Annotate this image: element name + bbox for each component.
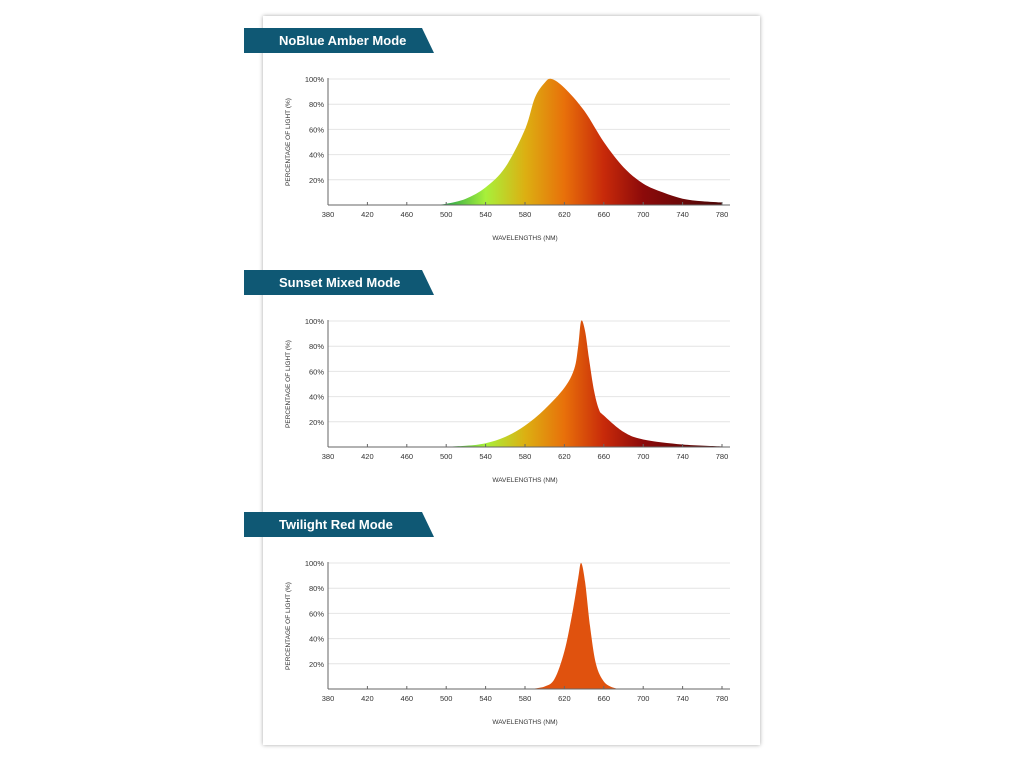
y-tick-label: 100% [305, 75, 325, 84]
x-tick-label: 660 [598, 452, 611, 461]
spectrum-area [436, 320, 722, 447]
x-tick-label: 780 [716, 694, 729, 703]
x-tick-label: 580 [519, 694, 532, 703]
x-tick-label: 500 [440, 452, 453, 461]
y-tick-label: 60% [309, 367, 324, 376]
y-tick-label: 40% [309, 635, 324, 644]
x-axis-label: WAVELENGTHS (NM) [492, 719, 557, 726]
x-tick-label: 540 [479, 452, 492, 461]
x-tick-label: 620 [558, 210, 571, 219]
y-tick-label: 80% [309, 100, 324, 109]
x-tick-label: 740 [676, 210, 689, 219]
y-tick-label: 20% [309, 660, 324, 669]
y-tick-label: 40% [309, 151, 324, 160]
y-axis-label: PERCENTAGE OF LIGHT (%) [285, 98, 292, 186]
spectrum-area [529, 562, 624, 689]
x-tick-label: 540 [479, 694, 492, 703]
x-tick-label: 580 [519, 210, 532, 219]
y-tick-label: 80% [309, 584, 324, 593]
x-tick-label: 540 [479, 210, 492, 219]
x-axis-label: WAVELENGTHS (NM) [492, 477, 557, 484]
y-tick-label: 100% [305, 317, 325, 326]
x-tick-label: 780 [716, 452, 729, 461]
document-page [263, 16, 760, 745]
y-tick-label: 20% [309, 418, 324, 427]
spectrum-area [434, 78, 722, 205]
x-tick-label: 580 [519, 452, 532, 461]
y-tick-label: 20% [309, 176, 324, 185]
y-tick-label: 80% [309, 342, 324, 351]
y-tick-label: 60% [309, 609, 324, 618]
x-tick-label: 700 [637, 210, 650, 219]
x-tick-label: 420 [361, 694, 374, 703]
x-tick-label: 780 [716, 210, 729, 219]
x-tick-label: 460 [401, 694, 414, 703]
x-tick-label: 700 [637, 694, 650, 703]
chart-noblue: 20% 40% 60% 80% 100% 380 420 460 500 540 580 620 660… [285, 75, 730, 242]
x-tick-label: 380 [322, 694, 335, 703]
chart-title-twilight: Twilight Red Mode [244, 512, 434, 537]
x-tick-label: 460 [401, 452, 414, 461]
x-tick-label: 420 [361, 210, 374, 219]
x-tick-label: 740 [676, 694, 689, 703]
y-tick-label: 60% [309, 125, 324, 134]
x-tick-label: 740 [676, 452, 689, 461]
x-tick-label: 380 [322, 210, 335, 219]
chart-twilight: 20% 40% 60% 80% 100% 380 420 460 500 540 580 620 660… [285, 559, 730, 726]
x-tick-label: 620 [558, 452, 571, 461]
y-tick-label: 40% [309, 393, 324, 402]
chart-title-sunset: Sunset Mixed Mode [244, 270, 434, 295]
x-tick-label: 620 [558, 694, 571, 703]
x-tick-label: 420 [361, 452, 374, 461]
y-axis-label: PERCENTAGE OF LIGHT (%) [285, 582, 292, 670]
chart-title-noblue: NoBlue Amber Mode [244, 28, 434, 53]
x-tick-label: 380 [322, 452, 335, 461]
x-tick-label: 500 [440, 210, 453, 219]
x-tick-label: 700 [637, 452, 650, 461]
x-tick-label: 500 [440, 694, 453, 703]
x-tick-label: 460 [401, 210, 414, 219]
y-tick-label: 100% [305, 559, 325, 568]
x-axis-label: WAVELENGTHS (NM) [492, 235, 557, 242]
x-tick-label: 660 [598, 210, 611, 219]
chart-sunset: 20% 40% 60% 80% 100% 380 420 460 500 540 580 620 660… [285, 317, 730, 484]
x-tick-label: 660 [598, 694, 611, 703]
y-axis-label: PERCENTAGE OF LIGHT (%) [285, 340, 292, 428]
